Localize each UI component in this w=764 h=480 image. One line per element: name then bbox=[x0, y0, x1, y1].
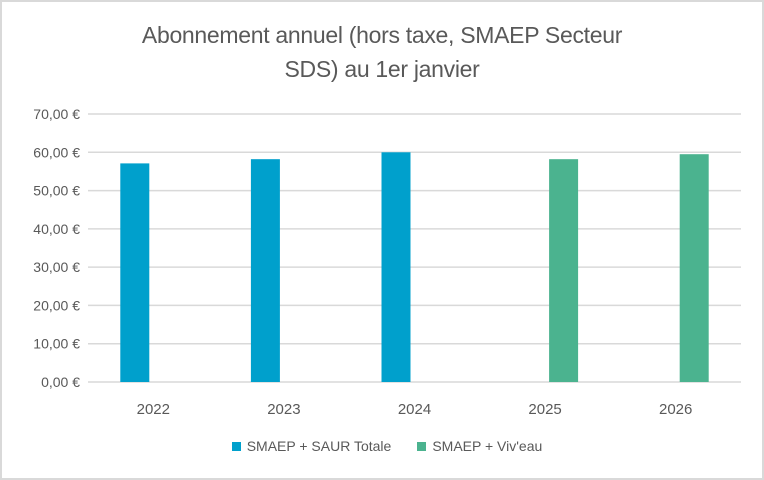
legend-item-saur: SMAEP + SAUR Totale bbox=[231, 438, 392, 454]
y-tick-label: 0,00 € bbox=[41, 374, 80, 390]
chart-title: Abonnement annuel (hors taxe, SMAEP Sect… bbox=[0, 18, 764, 86]
legend-swatch-viveau bbox=[417, 441, 427, 451]
y-tick-label: 70,00 € bbox=[33, 106, 80, 122]
y-axis-tick-labels: 0,00 € 10,00 € 20,00 € 30,00 € 40,00 € 50,00 … bbox=[33, 106, 80, 390]
x-tick-label: 2026 bbox=[659, 401, 692, 418]
legend-label-saur: SMAEP + SAUR Totale bbox=[246, 438, 392, 454]
y-tick-label: 40,00 € bbox=[33, 221, 80, 237]
bar-2022 bbox=[120, 163, 150, 382]
y-tick-label: 50,00 € bbox=[33, 183, 80, 199]
bar-2025 bbox=[549, 159, 579, 382]
x-tick-label: 2025 bbox=[528, 401, 561, 418]
x-tick-label: 2022 bbox=[137, 401, 170, 418]
gridlines bbox=[88, 113, 741, 383]
y-tick-label: 10,00 € bbox=[33, 336, 80, 352]
y-tick-label: 60,00 € bbox=[33, 144, 80, 160]
x-tick-label: 2023 bbox=[267, 401, 300, 418]
bar-2024 bbox=[381, 152, 411, 382]
bar-2023 bbox=[250, 159, 280, 382]
legend-swatch-saur bbox=[231, 441, 241, 451]
y-tick-label: 30,00 € bbox=[33, 259, 80, 275]
chart-title-line-1: Abonnement annuel (hors taxe, SMAEP Sect… bbox=[141, 22, 623, 48]
legend-label-viveau: SMAEP + Viv'eau bbox=[432, 438, 543, 454]
bar-2026 bbox=[679, 154, 709, 382]
legend-item-viveau: SMAEP + Viv'eau bbox=[417, 438, 542, 454]
x-tick-label: 2024 bbox=[398, 401, 431, 418]
y-tick-label: 20,00 € bbox=[33, 297, 80, 313]
x-axis-tick-labels: 2022 2023 2024 2025 2026 bbox=[137, 401, 693, 418]
chart-title-line-2: SDS) au 1er janvier bbox=[284, 56, 480, 82]
bars bbox=[120, 152, 709, 382]
legend: SMAEP + SAUR Totale SMAEP + Viv'eau bbox=[0, 438, 764, 454]
